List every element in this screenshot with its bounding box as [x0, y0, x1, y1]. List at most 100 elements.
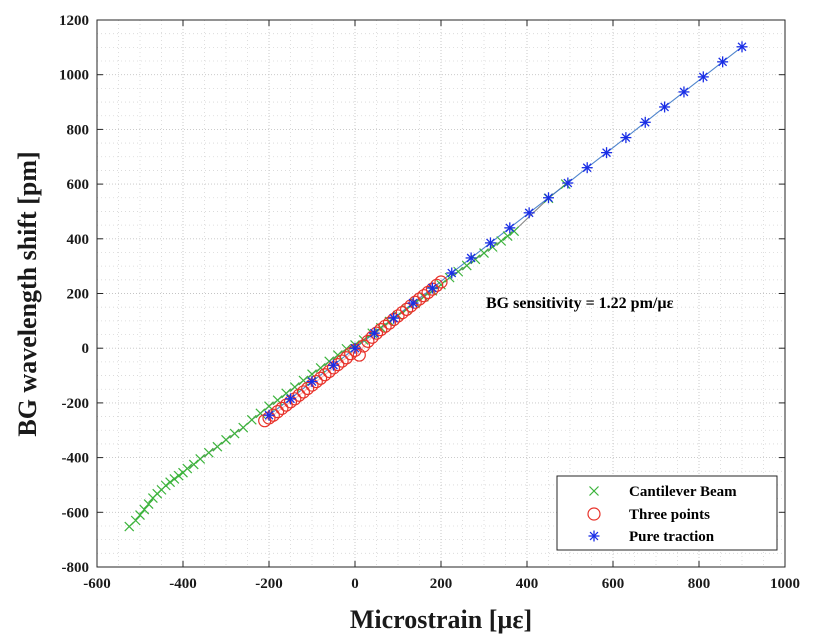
x-tick-label: 0 [351, 576, 359, 592]
pure-traction-point [697, 71, 709, 83]
cantilever-beam-point [188, 459, 199, 470]
pure-traction-point [263, 409, 275, 421]
x-axis-label: Microstrain [µε] [350, 605, 532, 634]
cantilever-beam-point [173, 470, 184, 481]
pure-traction-point [581, 162, 593, 174]
three-points-point [378, 319, 392, 333]
pure-traction-point [388, 312, 400, 324]
x-tick-label: 600 [602, 576, 625, 592]
three-points-point [339, 351, 353, 365]
cantilever-beam-point [169, 474, 180, 484]
three-points-point [400, 302, 414, 316]
pure-traction-point [736, 41, 748, 53]
x-tick-label: -400 [169, 576, 197, 592]
three-points-point [395, 306, 409, 320]
three-points-point [361, 334, 375, 348]
cantilever-beam-point [229, 428, 240, 439]
pure-traction-point [678, 86, 690, 98]
cantilever-beam-point [560, 179, 571, 190]
cantilever-beam-point [135, 510, 145, 520]
y-tick-label: -600 [62, 505, 90, 521]
pure-traction-point [465, 252, 477, 264]
cantilever-beam-point [160, 480, 171, 491]
legend-marker-cantilever-beam [589, 486, 599, 496]
sensitivity-annotation: BG sensitivity = 1.22 pm/µε [486, 295, 674, 312]
pure-traction-point [426, 282, 438, 294]
cantilever-beam-point [238, 422, 249, 433]
x-tick-label: 1000 [770, 576, 800, 592]
cantilever-beam-point [502, 231, 513, 241]
legend-pure-traction: Pure traction [629, 529, 715, 545]
three-points-point [404, 299, 418, 313]
pure-traction-point [620, 132, 632, 144]
legend-three-points: Three points [629, 507, 710, 523]
legend: Cantilever Beam Three points Pure tracti… [556, 475, 778, 551]
pure-traction-point [543, 192, 554, 204]
legend-markers [587, 486, 601, 542]
three-points-point [382, 316, 396, 330]
cantilever-beam-point [143, 499, 154, 510]
three-points-point [434, 275, 448, 289]
three-points-point [421, 285, 435, 300]
cantilever-beam-point [182, 463, 193, 474]
y-tick-label: -400 [62, 451, 90, 467]
pure-traction-point [306, 376, 318, 388]
pure-traction-point [407, 297, 419, 309]
three-points-point [275, 401, 289, 415]
pure-traction-point [504, 222, 516, 234]
three-points-point [318, 368, 332, 382]
y-axis-label: BG wavelength shift [pm] [13, 151, 42, 436]
y-tick-label: 800 [67, 122, 90, 138]
three-points-point [352, 348, 366, 362]
legend-marker-pure-traction [588, 530, 600, 542]
y-tick-label: 1000 [59, 68, 89, 84]
tick-labels: -600 -400 -200 0 200 400 600 800 1000-800-600-40… [59, 13, 800, 592]
three-points-point [296, 385, 310, 399]
cantilever-beam-point [246, 414, 257, 425]
x-tick-label: -200 [255, 576, 283, 592]
three-points-point [271, 405, 285, 419]
cantilever-beam-point [203, 447, 214, 458]
legend-cantilever-beam: Cantilever Beam [629, 484, 737, 500]
cantilever-beam-point [139, 504, 150, 515]
cantilever-beam-point [195, 454, 206, 464]
legend-marker-three-points [587, 507, 601, 521]
pure-traction-point [446, 267, 458, 279]
three-points-point [301, 381, 315, 396]
cantilever-beam-point [130, 515, 141, 526]
y-tick-label: -800 [62, 560, 90, 576]
pure-traction-point [349, 342, 361, 354]
three-points-point [417, 289, 431, 303]
y-tick-label: -200 [62, 396, 90, 412]
three-points-point [335, 354, 349, 368]
cantilever-beam-point [221, 434, 231, 445]
y-tick-label: 200 [67, 287, 90, 303]
x-tick-label: 400 [516, 576, 539, 592]
pure-traction-point [285, 393, 296, 405]
y-tick-label: 1200 [59, 13, 89, 29]
x-tick-label: 800 [688, 576, 711, 592]
pure-traction-point [639, 116, 651, 128]
data-markers [124, 41, 748, 532]
pure-traction-point [717, 56, 729, 68]
cantilever-beam-point [479, 248, 489, 258]
pure-traction-point [484, 237, 496, 249]
x-tick-label: 200 [430, 576, 453, 592]
cantilever-beam-point [461, 260, 472, 271]
cantilever-beam-point [165, 477, 176, 488]
cantilever-beam-point [212, 441, 223, 452]
pure-traction-point [562, 177, 574, 189]
axis-ticks [96, 19, 786, 568]
pure-traction-point [328, 359, 339, 371]
pure-traction-point [601, 147, 613, 159]
pure-traction-point [659, 101, 671, 113]
three-points-point [430, 278, 444, 292]
pure-traction-point [523, 207, 535, 219]
y-tick-label: 0 [82, 341, 90, 357]
three-points-point [408, 295, 422, 309]
cantilever-beam-point [496, 236, 507, 246]
pure-traction-point [368, 327, 380, 339]
y-tick-label: 600 [67, 177, 90, 193]
x-tick-label: -600 [83, 576, 111, 592]
